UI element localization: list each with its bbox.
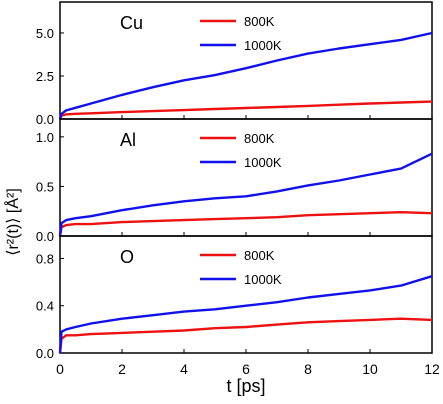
panel-o: 0.0 0.4 0.8 O 800K 1000K (36, 235, 433, 361)
series-line-1000k (58, 152, 433, 237)
y-tick-label: 0.0 (36, 112, 54, 127)
legend-label: 1000K (244, 38, 282, 53)
y-tick-label: 2.5 (36, 69, 54, 84)
x-tick-label: 8 (304, 361, 312, 377)
x-axis-ticks: 0 2 4 6 8 10 12 (56, 361, 440, 377)
series-line-1000k (58, 275, 433, 354)
series-line-1000k (58, 31, 433, 120)
series-line-800k (58, 210, 433, 237)
y-tick-label: 0.8 (36, 251, 54, 266)
legend-label: 1000K (244, 155, 282, 170)
y-tick-label: 0.0 (36, 346, 54, 361)
panel-cu: 0.0 2.5 5.0 Cu 800K 1000K (36, 1, 433, 127)
legend-label: 1000K (244, 272, 282, 287)
panel-label: O (120, 247, 134, 267)
y-tick-label: 0.4 (36, 299, 54, 314)
series-line-800k (58, 100, 433, 120)
y-tick-label: 1.0 (36, 130, 54, 145)
y-tick-label: 0.5 (36, 179, 54, 194)
legend-label: 800K (244, 14, 275, 29)
legend-label: 800K (244, 248, 275, 263)
x-tick-label: 12 (424, 361, 440, 377)
panel-label: Al (120, 130, 136, 150)
y-tick-label: 0.0 (36, 229, 54, 244)
x-tick-label: 4 (180, 361, 188, 377)
panels: 0.0 2.5 5.0 Cu 800K 1000K 0.0 0.5 1.0 Al 800K 1000K… (36, 1, 433, 361)
x-tick-label: 2 (118, 361, 126, 377)
x-axis-label: t [ps] (226, 376, 265, 396)
x-tick-label: 0 (56, 361, 64, 377)
x-tick-label: 10 (362, 361, 378, 377)
x-tick-label: 6 (242, 361, 250, 377)
y-tick-label: 5.0 (36, 26, 54, 41)
y-axis-label: ⟨r²(t)⟩ [Å²] (3, 188, 22, 256)
legend-label: 800K (244, 131, 275, 146)
panel-al: 0.0 0.5 1.0 Al 800K 1000K (36, 118, 433, 244)
series-line-800k (58, 317, 433, 354)
panel-label: Cu (120, 13, 143, 33)
